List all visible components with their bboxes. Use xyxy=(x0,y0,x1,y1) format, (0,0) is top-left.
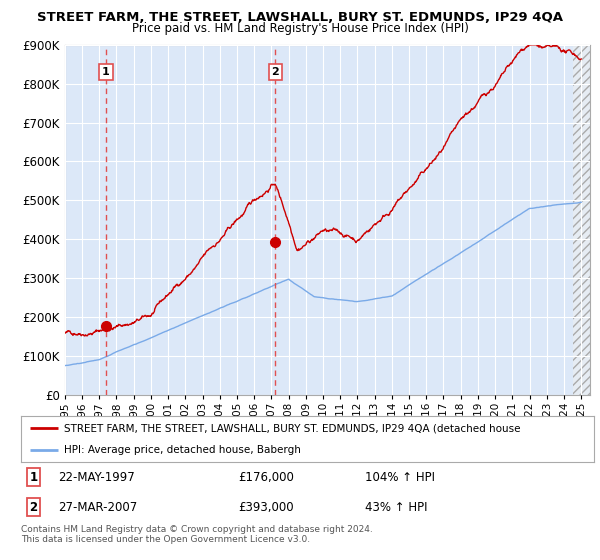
Text: 43% ↑ HPI: 43% ↑ HPI xyxy=(365,501,427,514)
Text: 2: 2 xyxy=(272,67,280,77)
Text: 27-MAR-2007: 27-MAR-2007 xyxy=(58,501,137,514)
Text: Price paid vs. HM Land Registry's House Price Index (HPI): Price paid vs. HM Land Registry's House … xyxy=(131,22,469,35)
Text: £393,000: £393,000 xyxy=(239,501,295,514)
Polygon shape xyxy=(572,45,590,395)
Text: 22-MAY-1997: 22-MAY-1997 xyxy=(58,470,135,484)
Text: £176,000: £176,000 xyxy=(239,470,295,484)
Text: 104% ↑ HPI: 104% ↑ HPI xyxy=(365,470,435,484)
Text: STREET FARM, THE STREET, LAWSHALL, BURY ST. EDMUNDS, IP29 4QA: STREET FARM, THE STREET, LAWSHALL, BURY … xyxy=(37,11,563,24)
Text: 2: 2 xyxy=(29,501,38,514)
Text: Contains HM Land Registry data © Crown copyright and database right 2024.
This d: Contains HM Land Registry data © Crown c… xyxy=(21,525,373,544)
Text: 1: 1 xyxy=(29,470,38,484)
Text: HPI: Average price, detached house, Babergh: HPI: Average price, detached house, Babe… xyxy=(64,445,301,455)
Text: STREET FARM, THE STREET, LAWSHALL, BURY ST. EDMUNDS, IP29 4QA (detached house: STREET FARM, THE STREET, LAWSHALL, BURY … xyxy=(64,423,520,433)
Text: 1: 1 xyxy=(102,67,110,77)
